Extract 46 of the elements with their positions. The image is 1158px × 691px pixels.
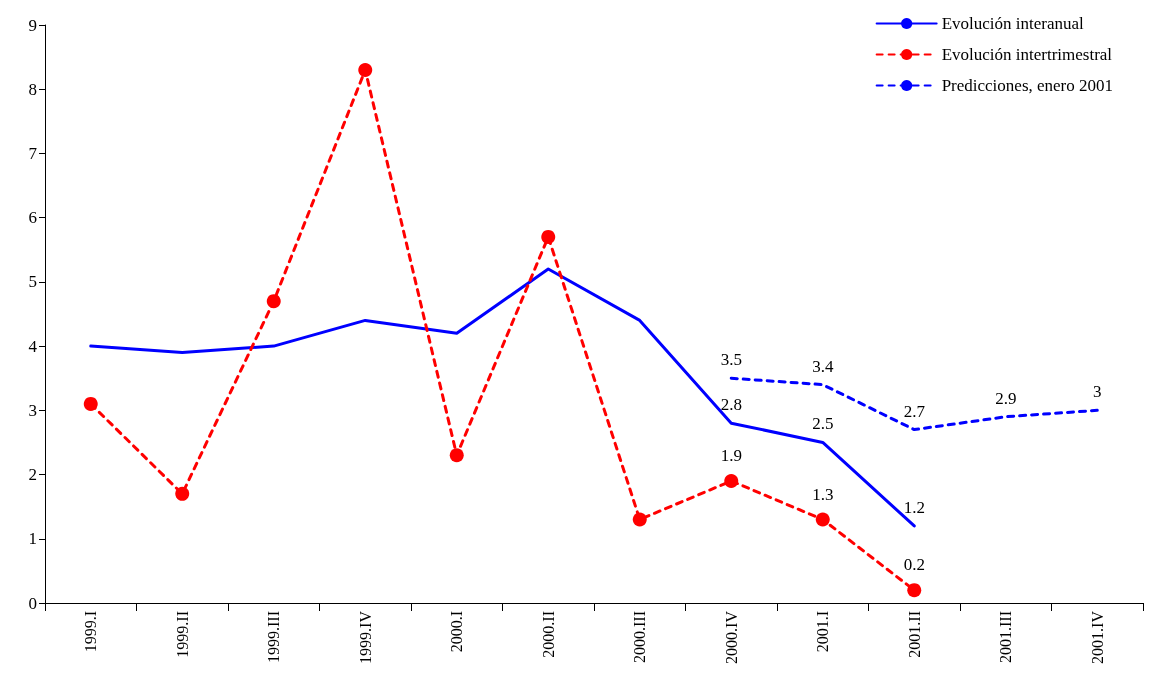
x-tick-label: 2000.III (631, 611, 649, 663)
data-label: 1.2 (903, 497, 925, 517)
point (541, 229, 556, 244)
point (358, 62, 373, 77)
y-tick-label: 8 (28, 79, 37, 99)
y-tick-label: 2 (28, 465, 37, 485)
point (724, 473, 739, 488)
y-tick-label: 7 (28, 143, 38, 163)
x-tick-label: 2000.IV (722, 610, 740, 664)
x-tick-label: 1999.I (82, 611, 100, 653)
point (83, 396, 98, 411)
data-label: 2.8 (720, 395, 742, 415)
legend-label: Evolución intertrimestral (941, 45, 1113, 64)
point (175, 486, 190, 501)
x-tick-label: 1999.II (173, 611, 191, 658)
legend-label: Predicciones, enero 2001 (941, 76, 1114, 95)
x-tick-label: 2001.III (997, 611, 1015, 663)
x-tick-label: 2000.II (539, 611, 557, 658)
data-label: 2.5 (812, 414, 834, 434)
x-tick-label: 1999.III (265, 611, 283, 663)
x-tick-label: 2000.I (448, 611, 466, 653)
data-label: 2.7 (903, 401, 926, 421)
data-label: 3.5 (720, 350, 742, 370)
data-label: 0.2 (903, 555, 925, 575)
point (907, 583, 922, 598)
y-tick-label: 9 (28, 15, 37, 35)
x-tick-label: 2001.I (814, 611, 832, 653)
data-label: 3 (1093, 382, 1102, 402)
y-tick-label: 1 (28, 529, 37, 549)
y-tick-label: 0 (28, 593, 37, 613)
point (449, 448, 464, 463)
point (632, 512, 647, 527)
x-tick-label: 2001.II (905, 611, 923, 658)
y-tick-label: 4 (28, 336, 38, 356)
data-label: 1.3 (812, 484, 834, 504)
y-tick-label: 3 (28, 400, 37, 420)
x-tick-label: 1999.IV (356, 610, 374, 664)
y-tick-label: 6 (28, 208, 37, 228)
data-label: 1.9 (720, 445, 742, 465)
point (815, 512, 830, 527)
data-label: 2.9 (995, 388, 1017, 408)
point (266, 294, 281, 309)
legend-label: Evolución interanual (941, 14, 1085, 33)
data-label: 3.4 (812, 356, 834, 376)
y-tick-label: 5 (28, 272, 37, 292)
x-tick-label: 2001.IV (1088, 610, 1106, 664)
